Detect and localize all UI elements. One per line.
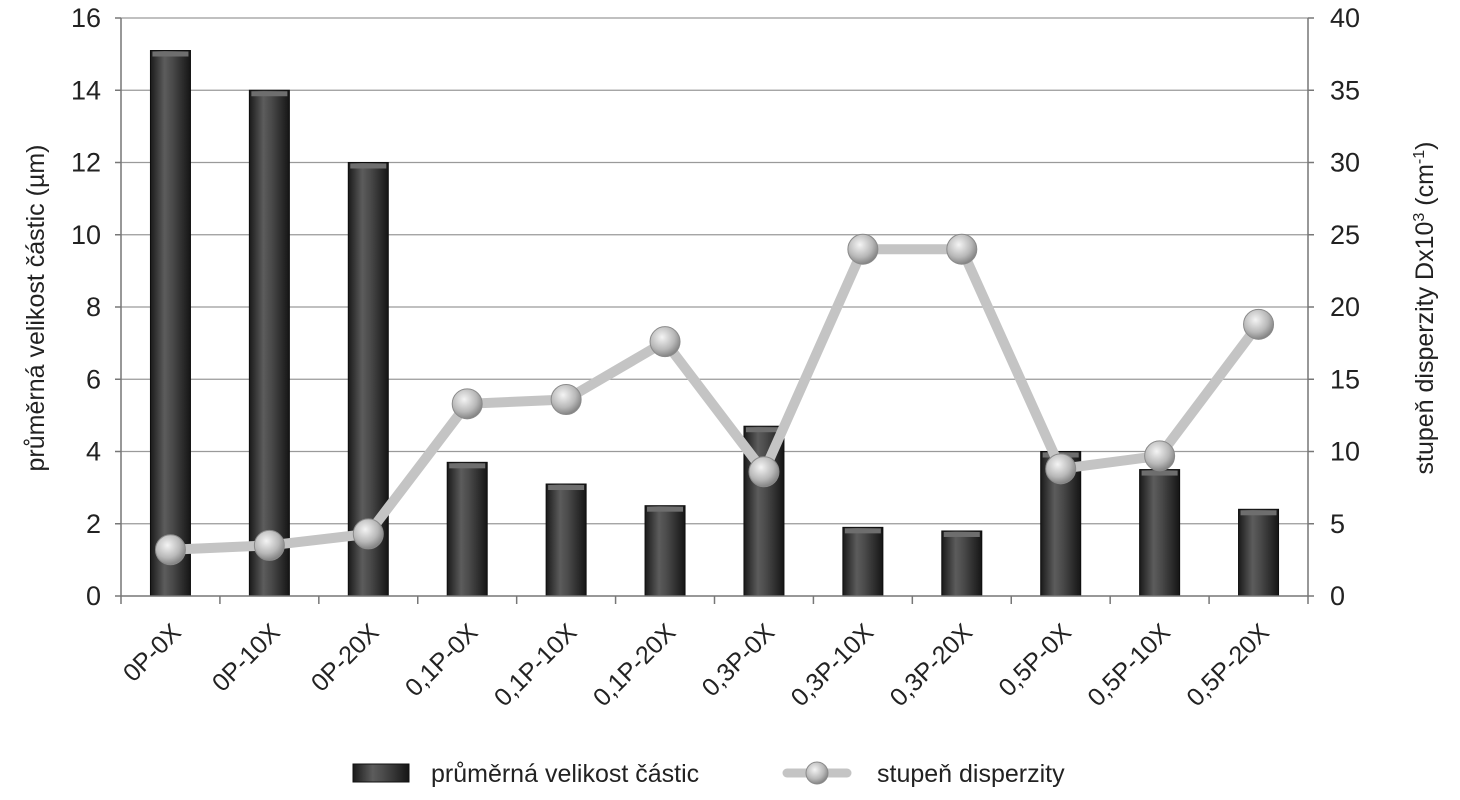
line-marker: [649, 326, 681, 358]
right-tick-label: 40: [1330, 3, 1360, 33]
right-axis-ticks: 0 5 10 15 20 25 30 35 40: [1308, 3, 1360, 611]
category-label: 0,1P-20X: [588, 618, 682, 712]
left-tick-label: 2: [86, 509, 101, 539]
bar-bevel: [844, 528, 881, 534]
left-tick-label: 4: [86, 437, 101, 467]
right-axis-title-main: stupeň disperzity Dx10: [1411, 222, 1439, 475]
bar: [149, 50, 191, 597]
left-axis-ticks: 0 2 4 6 8 10 12 14 16: [71, 3, 121, 611]
right-axis-title-sup2: -1: [1411, 150, 1428, 164]
right-tick-label: 20: [1330, 292, 1360, 322]
axes: [120, 18, 1309, 604]
bar-bevel: [350, 163, 387, 169]
category-label: 0P-10X: [207, 618, 286, 697]
right-axis-title-sup1: 3: [1411, 213, 1428, 222]
bar: [644, 505, 686, 597]
bar-bevel: [251, 91, 288, 97]
category-label: 0P-0X: [118, 618, 187, 687]
gridlines: [121, 17, 1308, 525]
right-tick-label: 15: [1330, 364, 1360, 394]
bar: [1139, 469, 1181, 597]
line-series: [154, 233, 1275, 566]
line-marker: [1243, 308, 1275, 340]
line-marker: [1144, 440, 1176, 472]
bar: [1238, 508, 1280, 597]
right-axis-title-mid: (cm: [1411, 164, 1439, 213]
line-marker: [253, 529, 285, 561]
left-tick-label: 0: [86, 581, 101, 611]
left-tick-label: 8: [86, 292, 101, 322]
category-label: 0,3P-10X: [786, 618, 880, 712]
right-tick-label: 5: [1330, 509, 1345, 539]
bar-bevel: [943, 531, 980, 537]
bar-bevel: [745, 427, 782, 433]
bar-series: [149, 50, 1280, 597]
line-marker: [154, 534, 186, 566]
line-marker: [1045, 453, 1077, 485]
category-label: 0,1P-0X: [400, 618, 484, 702]
category-label: 0,3P-20X: [885, 618, 979, 712]
bar: [545, 483, 587, 597]
category-label: 0,5P-20X: [1181, 618, 1275, 712]
right-tick-label: 25: [1330, 220, 1360, 250]
bar: [842, 526, 884, 597]
right-tick-label: 0: [1330, 581, 1345, 611]
bar: [248, 89, 290, 597]
bar-bevel: [647, 506, 684, 512]
bar-bevel: [1141, 470, 1178, 476]
category-label: 0P-20X: [306, 618, 385, 697]
left-axis-title: průměrná velikost částic (µm): [22, 145, 50, 472]
bar: [446, 461, 488, 597]
line-marker: [550, 383, 582, 415]
legend-bar-swatch: [352, 763, 410, 783]
right-tick-label: 30: [1330, 148, 1360, 178]
category-label: 0,5P-0X: [993, 618, 1077, 702]
left-tick-label: 14: [71, 75, 101, 105]
bar-bevel: [548, 485, 585, 491]
bar: [941, 530, 983, 597]
right-tick-label: 10: [1330, 437, 1360, 467]
bar-bevel: [152, 51, 189, 57]
right-axis-title: stupeň disperzity Dx103 (cm-1): [1411, 142, 1439, 475]
left-tick-label: 6: [86, 364, 101, 394]
line-marker: [451, 388, 483, 420]
left-tick-label: 16: [71, 3, 101, 33]
right-tick-label: 35: [1330, 75, 1360, 105]
legend-line-label: stupeň disperzity: [877, 760, 1065, 788]
category-label: 0,3P-0X: [697, 618, 781, 702]
left-tick-label: 10: [71, 220, 101, 250]
line-marker: [748, 456, 780, 488]
category-labels: 0P-0X 0P-10X 0P-20X 0,1P-0X 0,1P-10X 0,1P-20X…: [118, 618, 1275, 712]
bar-bevel: [1240, 510, 1277, 516]
line-marker: [847, 233, 879, 265]
legend-line-marker: [805, 761, 829, 785]
right-axis-title-end: ): [1411, 142, 1439, 150]
category-label: 0,5P-10X: [1082, 618, 1176, 712]
bar-bevel: [449, 463, 486, 469]
legend: průměrná velikost částic stupeň disperzi…: [352, 760, 1065, 788]
series-line: [165, 244, 1264, 555]
left-tick-label: 12: [71, 148, 101, 178]
line-marker: [946, 233, 978, 265]
category-label: 0,1P-10X: [489, 618, 583, 712]
line-marker: [352, 518, 384, 550]
legend-bar-label: průměrná velikost částic: [431, 760, 699, 788]
